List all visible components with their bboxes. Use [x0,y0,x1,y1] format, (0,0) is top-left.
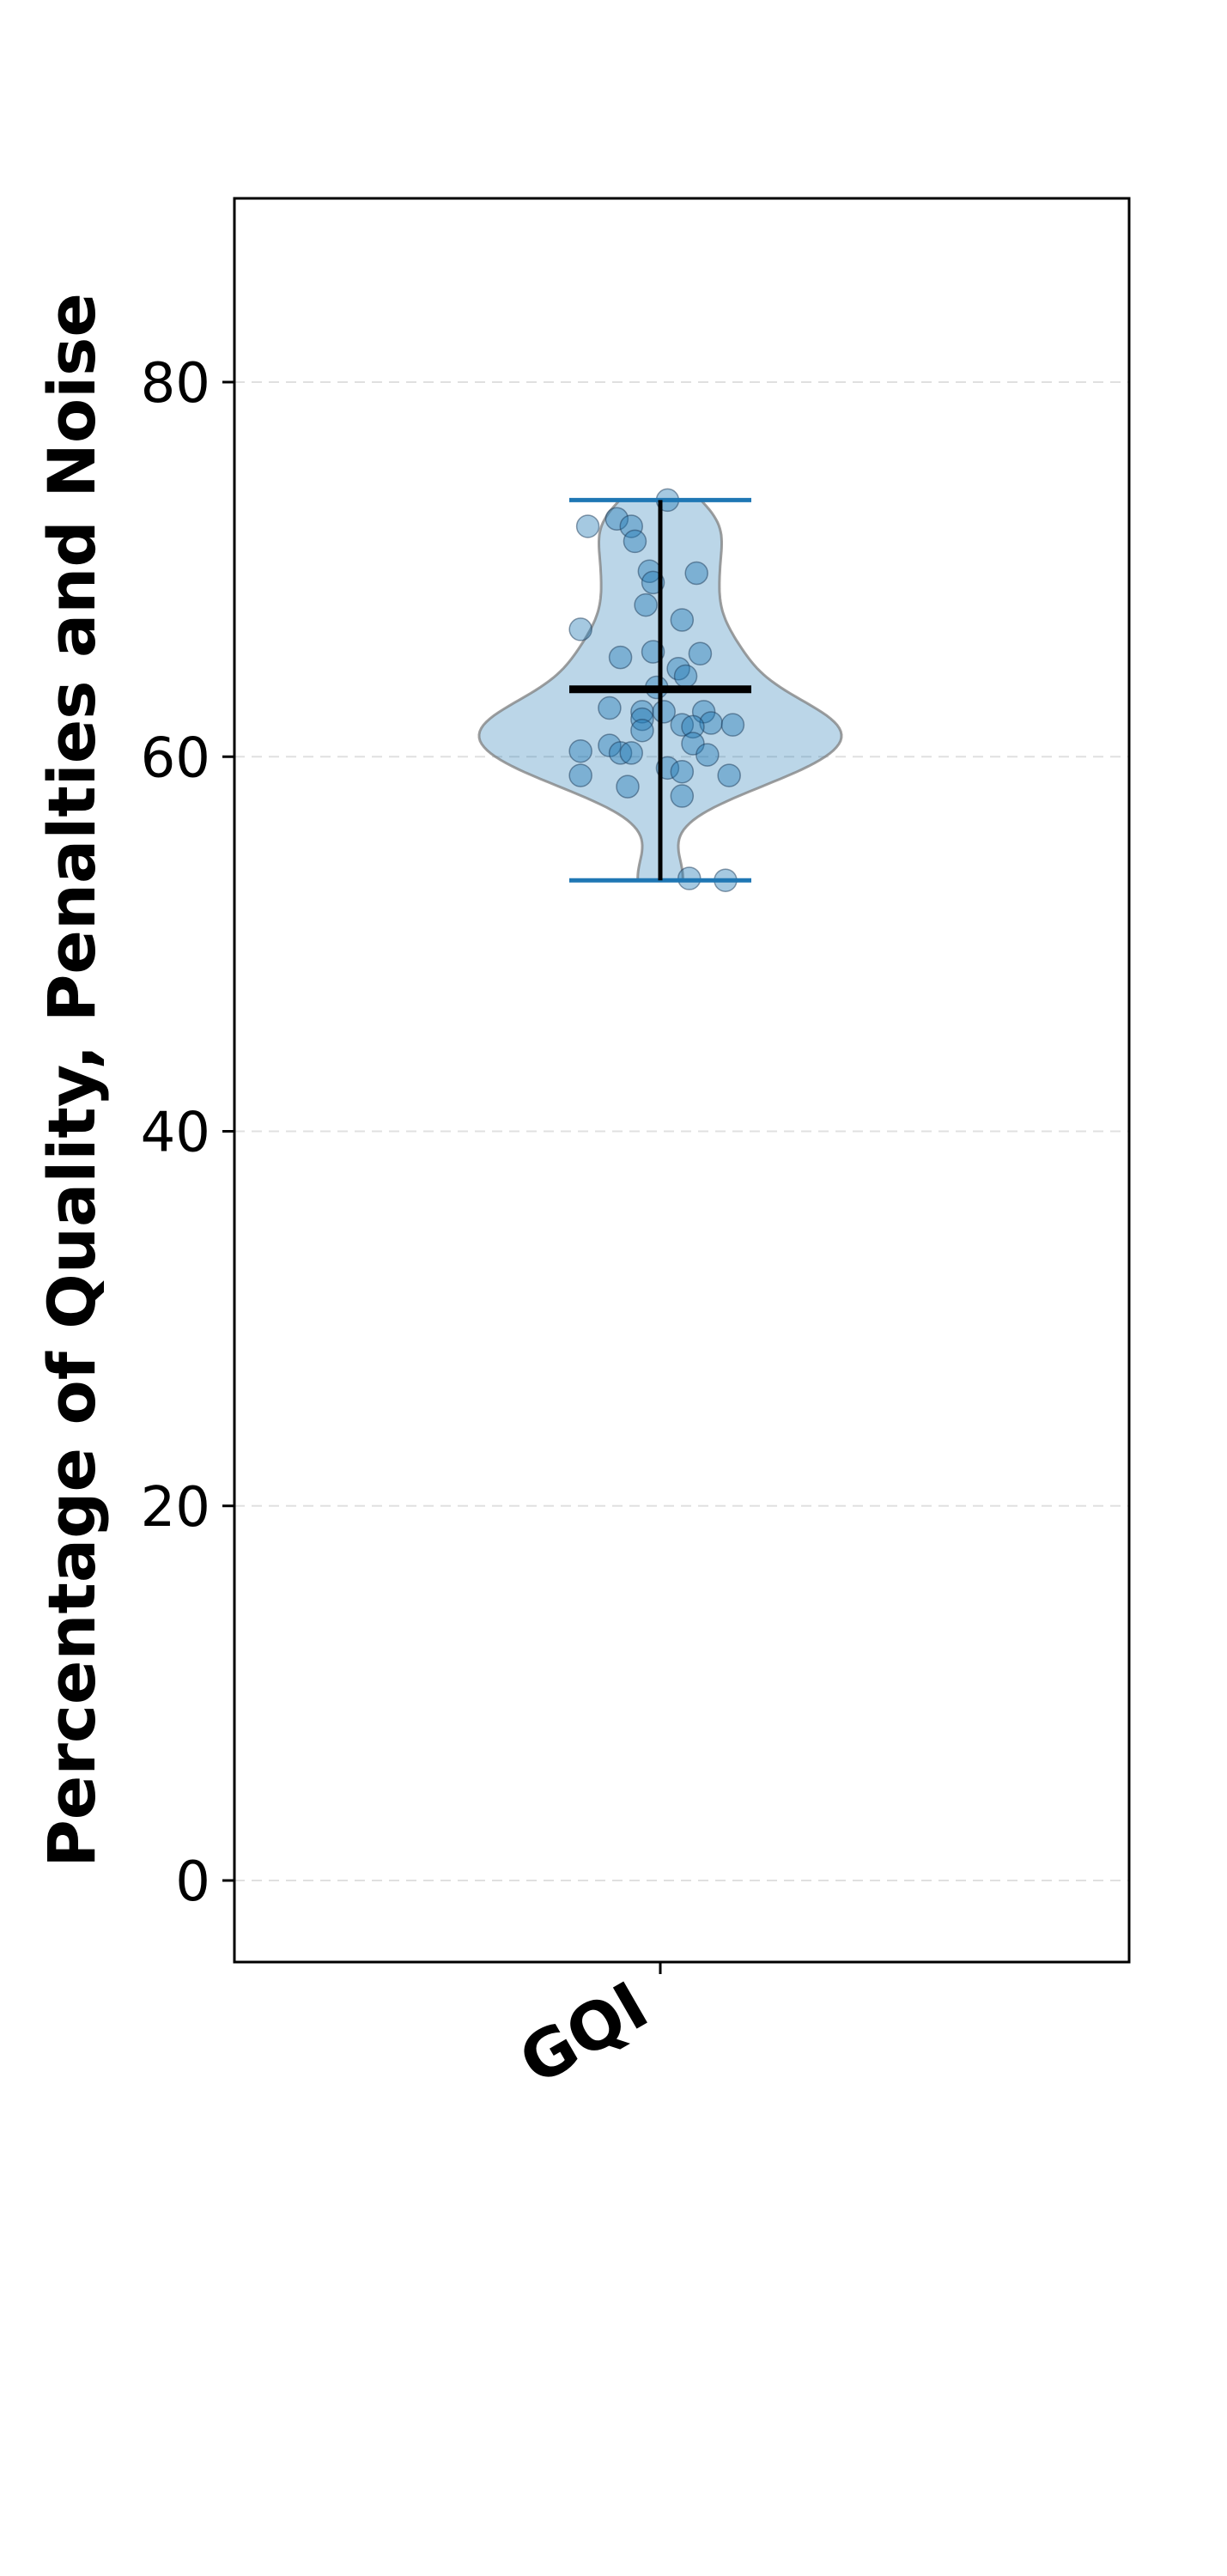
y-tick-label: 80 [141,352,210,416]
y-tick-label: 0 [175,1850,210,1914]
data-point [673,664,698,689]
data-point [568,617,592,641]
plot-area [234,198,1129,1962]
data-point [616,775,640,799]
data-point [684,561,708,586]
data-point [608,645,633,670]
data-point [666,656,690,681]
data-point [670,784,695,808]
x-tick-label: GQI [507,1967,660,2100]
data-point [720,713,745,737]
y-tick-label: 60 [141,726,210,790]
data-point [688,641,713,666]
data-point [604,507,629,531]
y-axis-ticks: 0 20 40 60 80 [141,352,234,1914]
data-point [619,514,643,538]
data-point [575,514,600,538]
data-point [670,608,695,632]
data-point [717,763,741,787]
plot-frame [233,197,1131,1964]
y-axis-label: Percentage of Quality, Penalties and Noi… [33,293,110,1868]
data-point [568,738,592,763]
data-point [670,759,695,784]
data-point [619,741,643,765]
data-points [568,488,745,892]
data-point [630,718,654,743]
y-tick-label: 20 [141,1476,210,1540]
grid-lines [234,381,1129,1881]
data-point [696,743,720,767]
data-point [623,529,647,554]
data-point [634,592,658,617]
x-axis-ticks: GQI [507,1962,662,2100]
data-point [598,696,622,720]
data-point [681,714,705,739]
data-point [568,763,592,787]
violin-stats [569,497,751,883]
y-tick-label: 40 [141,1102,210,1165]
